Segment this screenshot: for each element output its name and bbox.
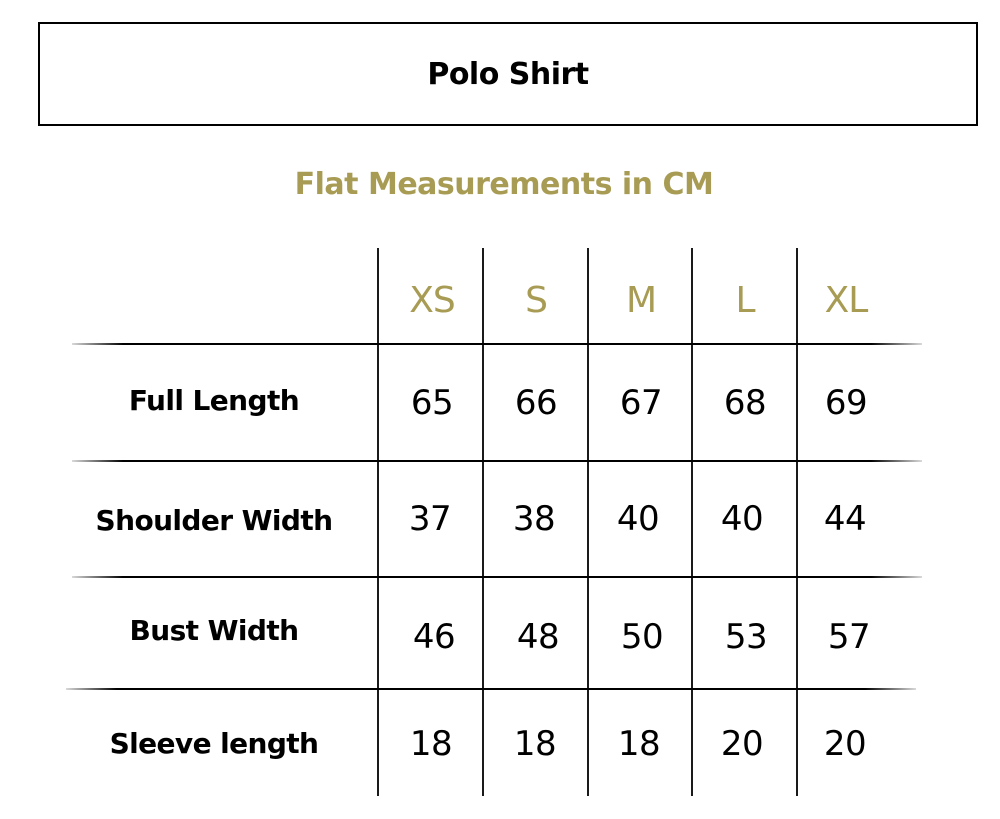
subtitle: Flat Measurements in CM <box>294 167 714 202</box>
row-label-shoulder-width: Shoulder Width <box>95 504 334 537</box>
table-cell: 53 <box>724 617 768 657</box>
table-cell: 38 <box>512 499 556 539</box>
size-header-xl: XL <box>824 280 869 321</box>
table-cell: 40 <box>616 499 660 539</box>
table-cell: 46 <box>412 617 456 657</box>
table-cell: 20 <box>823 724 867 764</box>
row-divider <box>66 688 916 690</box>
table-cell: 20 <box>720 724 764 764</box>
size-header-xs: XS <box>409 280 456 321</box>
size-header-l: L <box>735 280 755 321</box>
table-cell: 67 <box>619 383 663 423</box>
table-cell: 66 <box>514 383 558 423</box>
table-cell: 69 <box>824 383 868 423</box>
table-cell: 48 <box>516 617 560 657</box>
row-divider <box>72 576 922 578</box>
table-cell: 68 <box>723 383 767 423</box>
size-header-m: M <box>625 280 657 321</box>
table-cell: 44 <box>823 499 867 539</box>
table-cell: 65 <box>410 383 454 423</box>
size-header-s: S <box>525 280 548 321</box>
row-divider <box>72 343 922 345</box>
row-label-sleeve-length: Sleeve length <box>109 727 319 760</box>
column-divider <box>482 248 484 796</box>
table-cell: 37 <box>408 499 452 539</box>
page-title: Polo Shirt <box>427 56 589 92</box>
column-divider <box>587 248 589 796</box>
row-divider <box>72 460 922 462</box>
table-cell: 18 <box>617 724 661 764</box>
table-cell: 50 <box>620 617 664 657</box>
table-cell: 40 <box>720 499 764 539</box>
table-cell: 18 <box>409 724 453 764</box>
column-divider <box>796 248 798 796</box>
row-label-bust-width: Bust Width <box>129 614 300 647</box>
title-box: Polo Shirt <box>38 22 978 126</box>
column-divider <box>377 248 379 796</box>
column-divider <box>691 248 693 796</box>
table-cell: 57 <box>827 617 871 657</box>
table-cell: 18 <box>513 724 557 764</box>
row-label-full-length: Full Length <box>128 384 300 417</box>
